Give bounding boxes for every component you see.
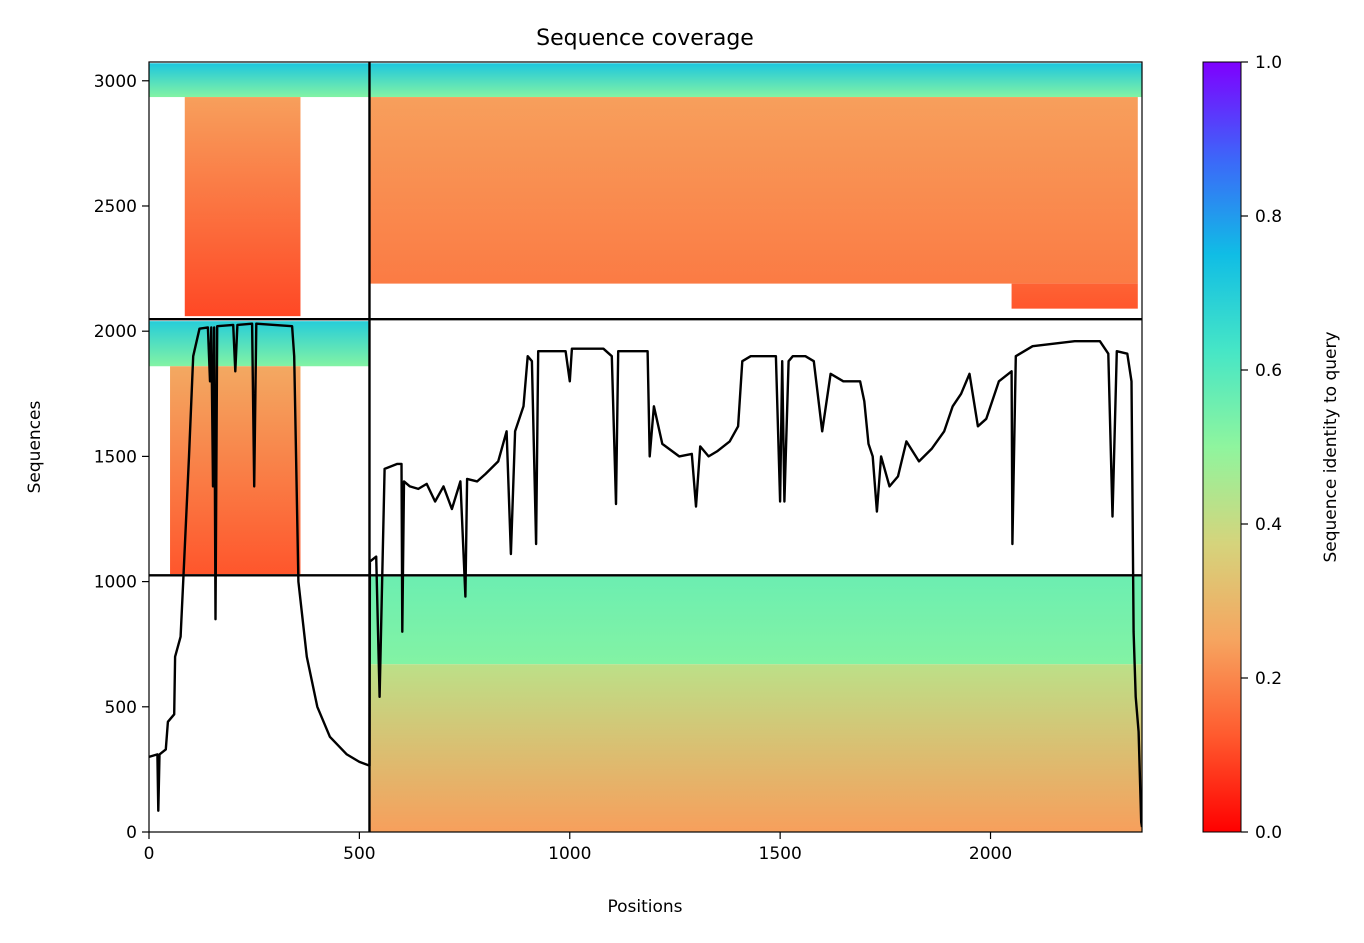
heatmap-segment <box>184 97 301 317</box>
y-tick-label: 1500 <box>94 447 137 467</box>
coverage-line-layer <box>149 322 1142 828</box>
plot-frame <box>148 61 1143 833</box>
heatmap-block-4 <box>369 576 1142 832</box>
coverage-heatmap <box>149 63 1142 832</box>
x-axis-ticks: 0 500 1000 1500 2000 <box>144 832 1012 864</box>
y-tick-label: 1000 <box>94 573 137 593</box>
colorbar-tick-label: 0.4 <box>1255 515 1282 535</box>
chain-boundaries <box>149 62 1142 832</box>
heatmap-segment <box>369 97 1138 284</box>
colorbar-tick-label: 0.8 <box>1255 207 1282 227</box>
colorbar <box>1202 61 1242 833</box>
y-tick-label: 3000 <box>94 72 137 92</box>
heatmap-block-1 <box>149 63 370 317</box>
x-axis-label: Positions <box>607 897 682 917</box>
colorbar-tick-label: 0.0 <box>1255 823 1282 843</box>
colorbar-tick-label: 1.0 <box>1255 53 1282 73</box>
colorbar-tick-label: 0.6 <box>1255 361 1282 381</box>
y-tick-label: 2000 <box>94 322 137 342</box>
heatmap-block-3 <box>149 321 370 575</box>
heatmap-segment <box>369 664 1142 832</box>
y-axis-label: Sequences <box>25 401 45 494</box>
x-tick-label: 1000 <box>548 844 591 864</box>
y-tick-label: 500 <box>105 698 137 718</box>
chart-title: Sequence coverage <box>536 26 754 51</box>
colorbar-label: Sequence identity to query <box>1321 331 1341 562</box>
heatmap-segment <box>1011 283 1138 309</box>
heatmap-segment <box>369 576 1142 665</box>
y-axis-ticks: 0 500 1000 1500 2000 2500 3000 <box>94 72 149 843</box>
heatmap-block-2 <box>369 63 1142 309</box>
x-tick-label: 0 <box>144 844 155 864</box>
y-tick-label: 2500 <box>94 197 137 217</box>
coverage-line <box>149 322 1142 828</box>
y-tick-label: 0 <box>126 823 137 843</box>
x-tick-label: 2000 <box>969 844 1012 864</box>
x-tick-label: 500 <box>343 844 375 864</box>
heatmap-segment <box>149 63 370 98</box>
heatmap-segment <box>170 366 301 575</box>
colorbar-tick-label: 0.2 <box>1255 669 1282 689</box>
heatmap-segment <box>369 63 1142 98</box>
colorbar-ticks: 0.0 0.2 0.4 0.6 0.8 1.0 <box>1241 53 1282 843</box>
x-tick-label: 1500 <box>759 844 802 864</box>
heatmap-segment <box>149 321 370 367</box>
